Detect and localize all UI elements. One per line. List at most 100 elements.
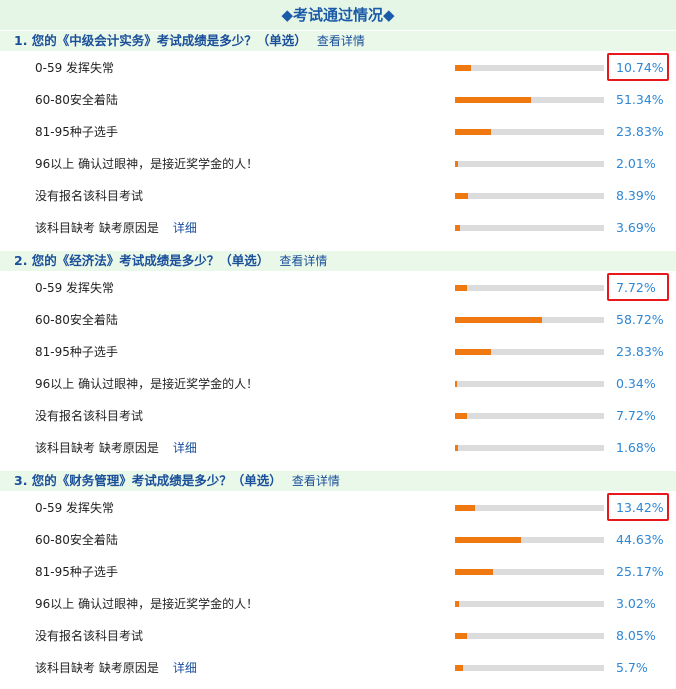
question-header: 1. 您的《中级会计实务》考试成绩是多少？（单选） 查看详情 — [0, 31, 676, 51]
result-row: 0-59 发挥失常 7.72% — [0, 272, 676, 304]
progress-bar-fill — [455, 161, 458, 167]
progress-bar-fill — [455, 445, 458, 451]
detail-link[interactable]: 详细 — [172, 441, 197, 455]
progress-bar-fill — [455, 633, 467, 639]
highlight-box — [607, 493, 669, 521]
option-label: 该科目缺考 缺考原因是 详细 — [35, 221, 197, 235]
percentage-value: 7.72% — [616, 280, 656, 295]
progress-bar-track — [455, 601, 604, 607]
option-label: 0-59 发挥失常 — [35, 281, 114, 295]
option-label: 96以上 确认过眼神，是接近奖学金的人！ — [35, 597, 258, 611]
result-row: 81-95种子选手 23.83% — [0, 336, 676, 368]
percentage-value: 23.83% — [616, 124, 664, 139]
option-label: 0-59 发挥失常 — [35, 61, 114, 75]
progress-bar-track — [455, 505, 604, 511]
option-label: 81-95种子选手 — [35, 125, 118, 139]
percentage-value: 44.63% — [616, 532, 664, 547]
progress-bar-track — [455, 633, 604, 639]
progress-bar-track — [455, 317, 604, 323]
option-label-text: 60-80安全着陆 — [35, 313, 118, 327]
option-label: 没有报名该科目考试 — [35, 189, 143, 203]
option-label-text: 81-95种子选手 — [35, 565, 118, 579]
progress-bar-fill — [455, 129, 491, 135]
question-title-text: 1. 您的《中级会计实务》考试成绩是多少？（单选） — [14, 33, 307, 48]
question-header: 2. 您的《经济法》考试成绩是多少？（单选） 查看详情 — [0, 251, 676, 271]
highlight-box — [607, 53, 669, 81]
progress-bar-fill — [455, 285, 467, 291]
percentage-value: 8.39% — [616, 188, 656, 203]
progress-bar-track — [455, 349, 604, 355]
view-details-link[interactable]: 查看详情 — [316, 34, 365, 48]
option-label-text: 0-59 发挥失常 — [35, 61, 115, 75]
progress-bar-fill — [455, 349, 491, 355]
option-label: 60-80安全着陆 — [35, 533, 118, 547]
view-details-link[interactable]: 查看详情 — [279, 254, 328, 268]
progress-bar-track — [455, 569, 604, 575]
detail-link[interactable]: 详细 — [172, 221, 197, 235]
option-label-text: 没有报名该科目考试 — [35, 409, 144, 423]
progress-bar-fill — [455, 537, 521, 543]
option-label: 81-95种子选手 — [35, 565, 118, 579]
option-label: 60-80安全着陆 — [35, 93, 118, 107]
progress-bar-track — [455, 129, 604, 135]
option-label: 没有报名该科目考试 — [35, 629, 143, 643]
option-label-text: 96以上 确认过眼神，是接近奖学金的人！ — [35, 597, 259, 611]
option-label-text: 81-95种子选手 — [35, 345, 118, 359]
option-label-text: 0-59 发挥失常 — [35, 281, 115, 295]
progress-bar-fill — [455, 569, 493, 575]
option-label-text: 没有报名该科目考试 — [35, 629, 144, 643]
progress-bar-track — [455, 161, 604, 167]
progress-bar-track — [455, 537, 604, 543]
progress-bar-fill — [455, 381, 457, 387]
progress-bar-track — [455, 665, 604, 671]
option-label-text: 81-95种子选手 — [35, 125, 118, 139]
progress-bar-fill — [455, 225, 460, 231]
option-label: 该科目缺考 缺考原因是 详细 — [35, 441, 197, 455]
option-label: 96以上 确认过眼神，是接近奖学金的人！ — [35, 157, 258, 171]
result-row: 96以上 确认过眼神，是接近奖学金的人！ 2.01% — [0, 148, 676, 180]
result-row: 60-80安全着陆 44.63% — [0, 524, 676, 556]
option-label: 81-95种子选手 — [35, 345, 118, 359]
percentage-value: 13.42% — [616, 500, 664, 515]
highlight-box — [607, 273, 669, 301]
progress-bar-fill — [455, 601, 459, 607]
option-label: 0-59 发挥失常 — [35, 501, 114, 515]
question-title-text: 3. 您的《财务管理》考试成绩是多少？（单选） — [14, 473, 282, 488]
progress-bar-fill — [455, 505, 475, 511]
result-row: 60-80安全着陆 51.34% — [0, 84, 676, 116]
view-details-link[interactable]: 查看详情 — [291, 474, 340, 488]
option-label-text: 60-80安全着陆 — [35, 533, 118, 547]
option-label: 该科目缺考 缺考原因是 详细 — [35, 661, 197, 675]
option-label-text: 96以上 确认过眼神，是接近奖学金的人！ — [35, 377, 259, 391]
progress-bar-track — [455, 65, 604, 71]
result-row: 该科目缺考 缺考原因是 详细 5.7% — [0, 652, 676, 684]
option-label-text: 该科目缺考 缺考原因是 — [35, 441, 159, 455]
option-label-text: 96以上 确认过眼神，是接近奖学金的人！ — [35, 157, 259, 171]
progress-bar-fill — [455, 97, 531, 103]
percentage-value: 7.72% — [616, 408, 656, 423]
progress-bar-fill — [455, 65, 471, 71]
option-label: 没有报名该科目考试 — [35, 409, 143, 423]
question-title: 3. 您的《财务管理》考试成绩是多少？（单选） 查看详情 — [14, 471, 340, 491]
percentage-value: 2.01% — [616, 156, 656, 171]
page-header: ◆考试通过情况◆ — [0, 0, 676, 30]
progress-bar-fill — [455, 413, 467, 419]
progress-bar-track — [455, 97, 604, 103]
progress-bar-track — [455, 445, 604, 451]
question-title-text: 2. 您的《经济法》考试成绩是多少？（单选） — [14, 253, 270, 268]
percentage-value: 5.7% — [616, 660, 648, 675]
progress-bar-track — [455, 285, 604, 291]
percentage-value: 23.83% — [616, 344, 664, 359]
result-row: 81-95种子选手 23.83% — [0, 116, 676, 148]
result-row: 没有报名该科目考试 7.72% — [0, 400, 676, 432]
percentage-value: 0.34% — [616, 376, 656, 391]
option-label-text: 0-59 发挥失常 — [35, 501, 115, 515]
detail-link[interactable]: 详细 — [172, 661, 197, 675]
option-label-text: 没有报名该科目考试 — [35, 189, 144, 203]
progress-bar-track — [455, 381, 604, 387]
percentage-value: 58.72% — [616, 312, 664, 327]
percentage-value: 10.74% — [616, 60, 664, 75]
result-row: 该科目缺考 缺考原因是 详细 3.69% — [0, 212, 676, 244]
question-title: 2. 您的《经济法》考试成绩是多少？（单选） 查看详情 — [14, 251, 327, 271]
percentage-value: 51.34% — [616, 92, 664, 107]
